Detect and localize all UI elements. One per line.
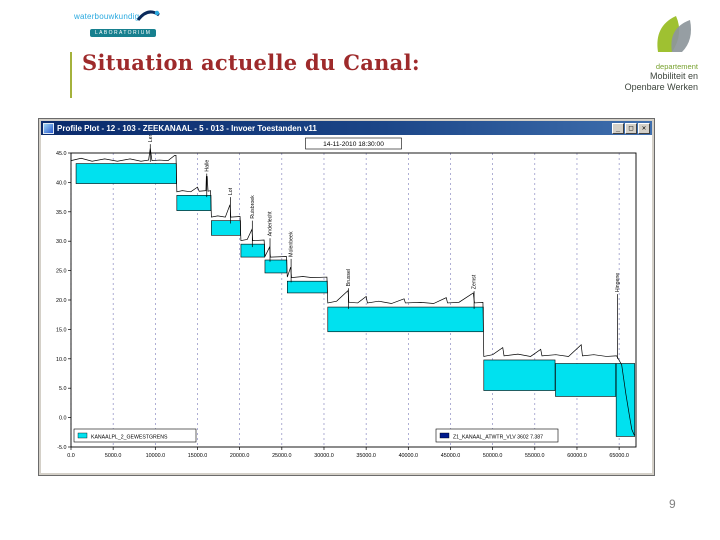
svg-text:14-11-2010 18:30:00: 14-11-2010 18:30:00 (323, 141, 384, 148)
svg-text:15.0: 15.0 (56, 327, 67, 333)
profile-plot-window: Profile Plot - 12 - 103 - ZEEKANAAL - 5 … (38, 118, 655, 476)
mow-name-line2: Openbare Werken (624, 81, 698, 92)
svg-text:Ruisbroek: Ruisbroek (250, 195, 256, 219)
svg-text:15000.0: 15000.0 (188, 453, 208, 459)
svg-text:50000.0: 50000.0 (483, 453, 503, 459)
minimize-button[interactable]: _ (612, 122, 624, 134)
svg-text:5.0: 5.0 (59, 386, 67, 392)
svg-text:KANAALPL_2_GEWESTGRENS: KANAALPL_2_GEWESTGRENS (91, 435, 168, 441)
svg-text:20.0: 20.0 (56, 298, 67, 304)
svg-text:40.0: 40.0 (56, 180, 67, 186)
page-number: 9 (669, 497, 676, 511)
timestamp-layer: 14-11-2010 18:30:00 (305, 137, 402, 150)
svg-text:Hingene: Hingene (615, 273, 621, 292)
svg-text:35.0: 35.0 (56, 210, 67, 216)
svg-text:60000.0: 60000.0 (567, 453, 587, 459)
svg-text:0.0: 0.0 (59, 416, 67, 422)
slide-title: Situation actuelle du Canal: (82, 50, 420, 75)
svg-text:45.0: 45.0 (56, 151, 67, 157)
window-controls: _ □ ✕ (612, 122, 650, 134)
svg-text:5000.0: 5000.0 (105, 453, 122, 459)
svg-text:55000.0: 55000.0 (525, 453, 545, 459)
svg-text:Zemst: Zemst (472, 274, 478, 289)
close-button[interactable]: ✕ (638, 122, 650, 134)
svg-text:Lot: Lot (228, 187, 234, 195)
lock-labels-layer: Lembeek Halle Lot Ruisbroek Anderlecht Molenb… (148, 135, 621, 359)
svg-text:30000.0: 30000.0 (314, 453, 334, 459)
profile-plot-chart-area: Lembeek Halle Lot Ruisbroek Anderlecht Molenb… (41, 135, 652, 473)
grid-layer (70, 153, 620, 447)
svg-text:Molenbeek: Molenbeek (289, 231, 295, 257)
svg-text:25.0: 25.0 (56, 269, 67, 275)
water-layer (75, 163, 636, 437)
wl-logo-text: waterbouwkundig (74, 12, 140, 21)
canal-profile-plot: Lembeek Halle Lot Ruisbroek Anderlecht Molenb… (56, 135, 637, 459)
svg-text:30.0: 30.0 (56, 239, 67, 245)
svg-text:10000.0: 10000.0 (146, 453, 166, 459)
svg-text:25000.0: 25000.0 (272, 453, 292, 459)
window-title: Profile Plot - 12 - 103 - ZEEKANAAL - 5 … (57, 123, 317, 133)
axes-layer: 0.0 5000.0 10000.0 15000.0 20000.0 25000.0 300… (56, 151, 637, 459)
svg-text:35000.0: 35000.0 (356, 453, 376, 459)
svg-text:Z1_KANAAL_ATWTR_VLV 3602 7.387: Z1_KANAAL_ATWTR_VLV 3602 7.387 (453, 435, 543, 441)
legend-layer: KANAALPL_2_GEWESTGRENS Z1_KANAAL_ATWTR_VL… (73, 428, 559, 443)
svg-text:Brussel: Brussel (346, 269, 352, 286)
mow-dept-label: departement (655, 62, 698, 71)
window-title-bar[interactable]: Profile Plot - 12 - 103 - ZEEKANAAL - 5 … (41, 121, 652, 135)
svg-text:Lembeek: Lembeek (148, 135, 154, 142)
svg-text:Halle: Halle (204, 160, 210, 172)
svg-text:65000.0: 65000.0 (609, 453, 629, 459)
mow-logo-icon (657, 16, 691, 52)
svg-text:Anderlecht: Anderlecht (268, 211, 274, 236)
svg-text:-5.0: -5.0 (57, 445, 66, 451)
application-icon (43, 122, 54, 134)
waterbouwkundig-laboratorium-logo: waterbouwkundig LABORATORIUM (74, 10, 184, 46)
title-accent-rule (70, 52, 72, 98)
maximize-button[interactable]: □ (625, 122, 637, 134)
mow-name-line1: Mobiliteit en (649, 71, 698, 81)
wl-logo-subtext: LABORATORIUM (90, 29, 157, 37)
svg-text:10.0: 10.0 (56, 357, 67, 363)
mow-logo: departement Mobiliteit en Openbare Werke… (538, 12, 698, 93)
svg-text:40000.0: 40000.0 (399, 453, 419, 459)
svg-text:45000.0: 45000.0 (441, 453, 461, 459)
terrain-layer (70, 148, 635, 436)
svg-text:0.0: 0.0 (67, 453, 75, 459)
wl-swoosh-icon (136, 10, 160, 21)
svg-text:20000.0: 20000.0 (230, 453, 250, 459)
